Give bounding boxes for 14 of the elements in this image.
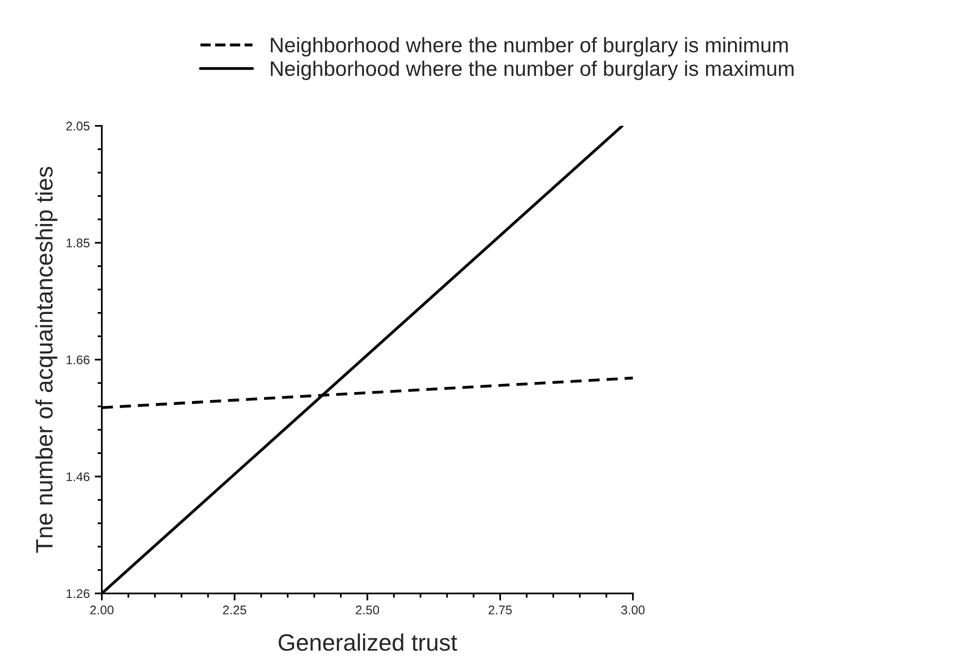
x-axis-title: Generalized trust — [278, 634, 458, 651]
y-tick-label: 1.66 — [66, 355, 90, 364]
y-tick-label: 1.46 — [66, 472, 90, 482]
x-tick-label: 2.25 — [223, 606, 246, 614]
x-tick-label: 2.50 — [356, 606, 380, 614]
y-axis-title: Tne number of acquaintanceship ties — [35, 166, 58, 553]
legend-label: Neighborhood where the number of burglary is minimum — [270, 37, 788, 57]
legend-label: Neighborhood where the number of burglary is maximum — [270, 60, 794, 80]
x-tick-label: 2.75 — [488, 606, 512, 614]
y-tick-label: 1.26 — [66, 589, 90, 598]
y-tick-label: 2.05 — [66, 122, 90, 131]
y-tick-label: 1.85 — [66, 238, 90, 248]
x-tick-label: 3.00 — [621, 606, 645, 614]
x-tick-label: 2.00 — [90, 606, 114, 614]
